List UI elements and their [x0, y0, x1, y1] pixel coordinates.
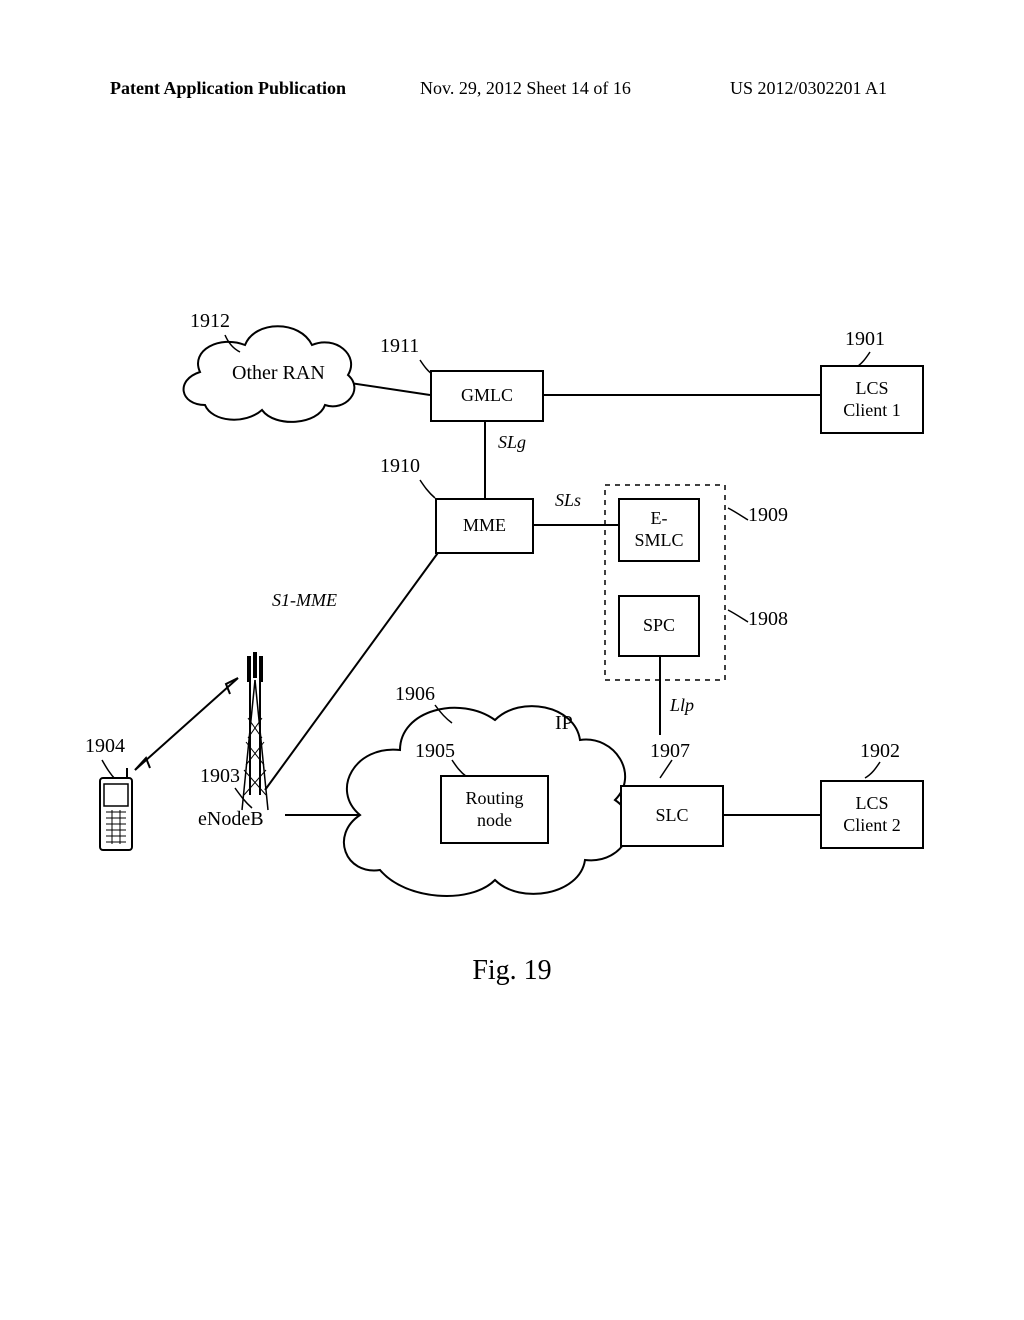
diagram-svg [0, 0, 1024, 1320]
ref-1905: 1905 [415, 740, 455, 763]
ref-1903: 1903 [200, 765, 240, 788]
enodeb-label: eNodeB [198, 808, 264, 831]
lcs-client-2-box: LCS Client 2 [820, 780, 924, 849]
interface-s1mme: S1-MME [272, 590, 337, 611]
enodeb-tower-icon [242, 652, 268, 810]
mme-label: MME [463, 515, 506, 537]
lcs-client-1-box: LCS Client 1 [820, 365, 924, 434]
ref-1908: 1908 [748, 608, 788, 631]
other-ran-label: Other RAN [232, 362, 325, 385]
slc-label: SLC [655, 805, 688, 827]
interface-slg: SLg [498, 432, 526, 453]
interface-sls: SLs [555, 490, 581, 511]
esmlc-label: E- SMLC [634, 508, 683, 551]
spc-label: SPC [643, 615, 675, 637]
slc-box: SLC [620, 785, 724, 847]
interface-llp: Llp [670, 695, 694, 716]
ref-1904: 1904 [85, 735, 125, 758]
routing-label: Routing node [465, 788, 523, 831]
gmlc-box: GMLC [430, 370, 544, 422]
esmlc-box: E- SMLC [618, 498, 700, 562]
lcs2-label: LCS Client 2 [843, 793, 901, 836]
ref-1911: 1911 [380, 335, 419, 358]
ref-1906: 1906 [395, 683, 435, 706]
ref-1912: 1912 [190, 310, 230, 333]
lcs1-label: LCS Client 1 [843, 378, 901, 421]
routing-node-box: Routing node [440, 775, 549, 844]
spc-box: SPC [618, 595, 700, 657]
gmlc-label: GMLC [461, 385, 513, 407]
ref-1910: 1910 [380, 455, 420, 478]
figure-caption: Fig. 19 [0, 955, 1024, 987]
ip-label: IP [555, 712, 573, 735]
ref-1909: 1909 [748, 504, 788, 527]
ref-1907: 1907 [650, 740, 690, 763]
ue-phone-icon [100, 768, 132, 850]
ref-1902: 1902 [860, 740, 900, 763]
ref-1901: 1901 [845, 328, 885, 351]
mme-box: MME [435, 498, 534, 554]
